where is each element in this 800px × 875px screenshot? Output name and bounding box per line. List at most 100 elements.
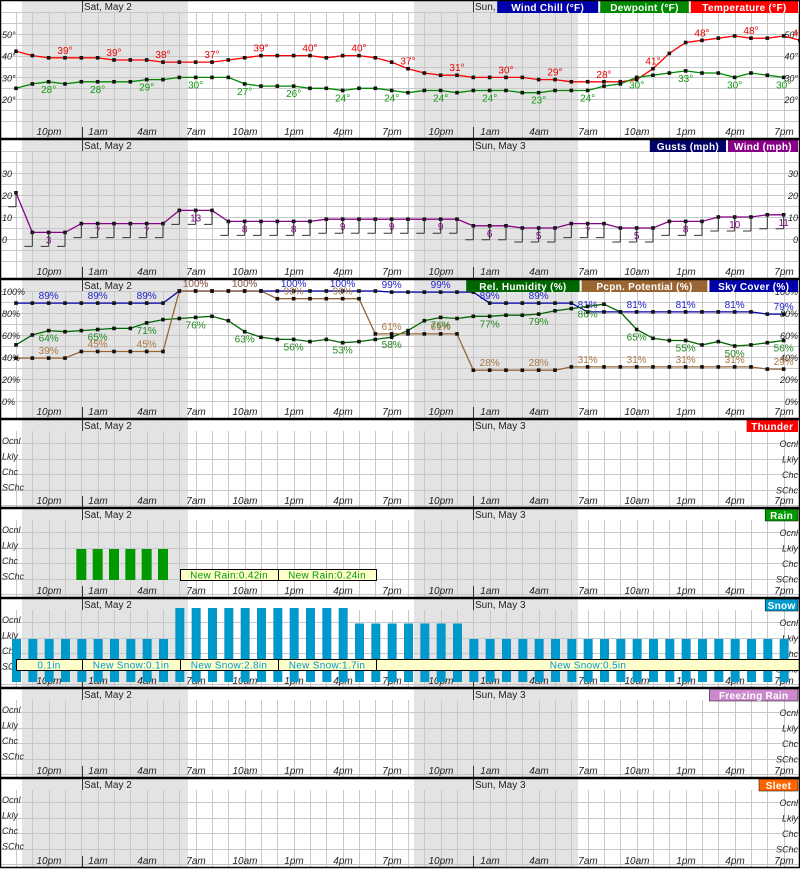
data-point bbox=[733, 344, 737, 348]
value-label: 31% bbox=[578, 355, 598, 366]
day-label: Sat, May 2 bbox=[84, 141, 132, 152]
time-label: 7am bbox=[578, 766, 597, 777]
category-label-right: SChc bbox=[776, 575, 799, 585]
time-label: 4pm bbox=[725, 766, 744, 777]
time-label: 4am bbox=[529, 127, 548, 138]
data-point bbox=[668, 365, 672, 369]
y-axis-label-left: 0 bbox=[2, 235, 7, 245]
value-label: 29% bbox=[774, 357, 794, 368]
category-label-left: Ocnl bbox=[2, 795, 22, 805]
time-label: 7am bbox=[186, 267, 205, 278]
value-label: 65% bbox=[627, 333, 647, 344]
time-label: 10pm bbox=[428, 127, 453, 138]
data-point bbox=[276, 289, 280, 293]
data-point bbox=[766, 36, 770, 40]
time-label: 10pm bbox=[428, 586, 453, 597]
data-point bbox=[80, 301, 84, 305]
data-point bbox=[194, 60, 198, 64]
time-label: 1pm bbox=[284, 496, 303, 507]
accumulation-label: New Snow:0.1in bbox=[93, 661, 169, 672]
data-point bbox=[80, 329, 84, 333]
value-label: 31° bbox=[449, 63, 464, 74]
time-label: 7am bbox=[186, 586, 205, 597]
data-point bbox=[63, 330, 67, 334]
category-label-left: Lkly bbox=[2, 541, 19, 551]
value-label: 99% bbox=[382, 280, 402, 291]
time-label: 1pm bbox=[284, 267, 303, 278]
time-label: 4am bbox=[529, 407, 548, 418]
value-label: 100% bbox=[183, 279, 209, 290]
data-point bbox=[668, 52, 672, 56]
data-point bbox=[129, 327, 133, 331]
data-point bbox=[210, 315, 214, 319]
category-label-left: Lkly bbox=[2, 452, 19, 462]
data-point bbox=[47, 56, 51, 60]
data-point bbox=[521, 368, 525, 372]
value-label: 89% bbox=[137, 291, 157, 302]
time-label: 1pm bbox=[284, 586, 303, 597]
data-point bbox=[259, 289, 263, 293]
data-point bbox=[717, 71, 721, 75]
data-point bbox=[390, 89, 394, 93]
data-point bbox=[472, 368, 476, 372]
value-label: 39% bbox=[39, 346, 59, 357]
data-point bbox=[80, 56, 84, 60]
wind-barb-icon bbox=[400, 219, 408, 233]
y-axis-label-left: 100% bbox=[2, 287, 25, 297]
data-point bbox=[129, 58, 133, 62]
precip-bar bbox=[125, 549, 135, 580]
precip-bar bbox=[142, 549, 152, 580]
data-point bbox=[749, 310, 753, 314]
y-axis-label-left: 40° bbox=[2, 52, 16, 62]
data-point bbox=[308, 87, 312, 91]
data-point bbox=[161, 301, 165, 305]
value-label: 45% bbox=[137, 340, 157, 351]
day-label: Sat, May 2 bbox=[84, 510, 132, 521]
data-point bbox=[96, 328, 100, 332]
value-label: 53% bbox=[333, 346, 353, 357]
data-point bbox=[782, 34, 786, 38]
data-point bbox=[684, 339, 688, 343]
time-label: 1am bbox=[88, 407, 107, 418]
data-point bbox=[570, 307, 574, 311]
data-point bbox=[586, 305, 590, 309]
data-point bbox=[700, 71, 704, 75]
time-label: 4am bbox=[529, 586, 548, 597]
time-label: 7am bbox=[578, 127, 597, 138]
value-label: 58% bbox=[382, 340, 402, 351]
data-point bbox=[80, 350, 84, 354]
value-label: 45% bbox=[88, 340, 108, 351]
data-point bbox=[227, 289, 231, 293]
value-label: 93% bbox=[284, 287, 304, 298]
y-axis-label-right: 40° bbox=[784, 52, 798, 62]
data-point bbox=[14, 356, 18, 360]
data-point bbox=[537, 78, 541, 82]
data-point bbox=[782, 76, 786, 80]
data-point bbox=[357, 297, 361, 301]
data-point bbox=[472, 76, 476, 80]
data-point bbox=[651, 365, 655, 369]
data-point bbox=[96, 80, 100, 84]
value-label: 48° bbox=[694, 28, 709, 39]
data-point bbox=[276, 297, 280, 301]
category-label-right: Chc bbox=[782, 829, 799, 839]
time-label: 1am bbox=[88, 766, 107, 777]
data-point bbox=[472, 315, 476, 319]
data-point bbox=[341, 89, 345, 93]
time-label: 4pm bbox=[725, 496, 744, 507]
data-point bbox=[325, 338, 329, 342]
data-point bbox=[553, 309, 557, 313]
day-label: Sat, May 2 bbox=[84, 421, 132, 432]
y-axis-label-left: 60% bbox=[2, 331, 20, 341]
data-point bbox=[80, 80, 84, 84]
data-point bbox=[488, 89, 492, 93]
time-label: 4pm bbox=[725, 586, 744, 597]
day-label: Sun, May 3 bbox=[475, 600, 526, 611]
data-point bbox=[570, 365, 574, 369]
data-point bbox=[439, 73, 443, 77]
time-label: 1am bbox=[480, 127, 499, 138]
y-axis-label-right: 20% bbox=[779, 375, 798, 385]
data-point bbox=[782, 339, 786, 343]
data-point bbox=[619, 365, 623, 369]
